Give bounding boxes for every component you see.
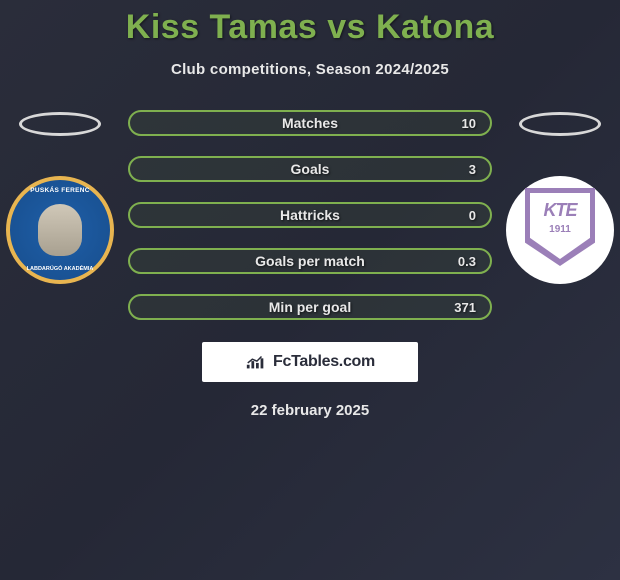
right-team-badge: KTE 1911 — [506, 176, 614, 284]
stat-value: 371 — [454, 300, 476, 315]
date-text: 22 february 2025 — [251, 402, 369, 419]
page-title: Kiss Tamas vs Katona — [126, 8, 494, 47]
stat-label: Hattricks — [280, 207, 340, 223]
left-score-oval — [19, 112, 101, 136]
left-column: PUSKÁS FERENC LABDARÚGÓ AKADÉMIA — [0, 110, 120, 284]
stat-value: 3 — [469, 162, 476, 177]
left-team-badge: PUSKÁS FERENC LABDARÚGÓ AKADÉMIA — [6, 176, 114, 284]
stat-value: 0.3 — [458, 254, 476, 269]
left-badge-top-text: PUSKÁS FERENC — [10, 187, 110, 194]
stat-label: Goals — [291, 161, 330, 177]
main-row: PUSKÁS FERENC LABDARÚGÓ AKADÉMIA Matches… — [0, 110, 620, 320]
right-badge-year: 1911 — [506, 224, 614, 235]
stat-label: Goals per match — [255, 253, 365, 269]
season-subtitle: Club competitions, Season 2024/2025 — [171, 61, 449, 78]
source-logo-text: FcTables.com — [273, 353, 375, 371]
stat-value: 10 — [462, 116, 476, 131]
chart-icon — [245, 353, 267, 371]
stat-row-matches: Matches 10 — [128, 110, 492, 136]
stat-row-goals: Goals 3 — [128, 156, 492, 182]
stat-value: 0 — [469, 208, 476, 223]
stat-label: Min per goal — [269, 299, 351, 315]
source-logo[interactable]: FcTables.com — [202, 342, 418, 382]
stat-row-hattricks: Hattricks 0 — [128, 202, 492, 228]
stats-column: Matches 10 Goals 3 Hattricks 0 Goals per… — [120, 110, 500, 320]
comparison-card: Kiss Tamas vs Katona Club competitions, … — [0, 0, 620, 419]
stat-row-goals-per-match: Goals per match 0.3 — [128, 248, 492, 274]
right-column: KTE 1911 — [500, 110, 620, 284]
right-badge-code: KTE — [506, 200, 614, 221]
stat-label: Matches — [282, 115, 338, 131]
left-badge-bottom-text: LABDARÚGÓ AKADÉMIA — [10, 266, 110, 272]
stat-row-min-per-goal: Min per goal 371 — [128, 294, 492, 320]
right-score-oval — [519, 112, 601, 136]
